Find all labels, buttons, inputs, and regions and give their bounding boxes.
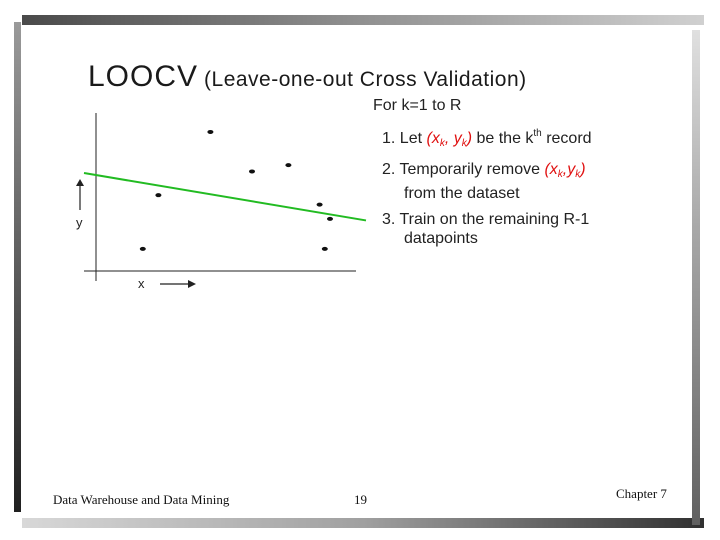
footer-page-number: 19 [354,492,367,507]
step-1-num: 1. [382,130,396,147]
step-1-sup: th [533,128,542,139]
title-sub: (Leave-one-out Cross Validation) [204,68,527,91]
slide-title: LOOCV (Leave-one-out Cross Validation) [88,60,527,94]
data-point [139,246,146,251]
frame-bottom-bar [22,518,704,528]
step-2-pair: (xk,yk) [544,161,586,180]
step-1-record: record [541,130,592,147]
data-point [155,193,162,198]
data-point [207,129,214,134]
step-3-text: Train on the remaining R-1 [399,211,590,228]
step-2-text: Temporarily remove [399,161,545,178]
fit-line [83,172,367,222]
data-point [249,169,255,174]
frame-right-bar [692,30,700,525]
data-point [316,202,323,207]
data-point [327,216,333,221]
step-2-cont: from the dataset [404,185,520,202]
data-point [285,163,292,168]
x-axis-label: x [138,276,145,291]
step-1: 1. Let (xk, yk) be the kth record [382,124,592,153]
y-axis-label: y [76,215,83,230]
footer-course: Data Warehouse and Data Mining [53,492,230,507]
step-3-cont: datapoints [404,230,478,247]
step-1-pair: (xk, yk) [426,130,473,149]
x-arrow-head [188,280,196,288]
step-1-text: be the k [472,130,534,147]
loop-header: For k=1 to R [373,97,462,114]
frame-left-bar [14,22,21,512]
step-3: 3. Train on the remaining R-1 datapoints [382,210,592,248]
step-2-num: 2. [382,161,396,178]
footer-chapter: Chapter 7 [616,486,667,501]
steps-list: 1. Let (xk, yk) be the kth record 2. Tem… [382,124,592,255]
step-1-let: Let [399,130,427,147]
data-point [321,246,328,251]
step-2: 2. Temporarily remove (xk,yk) from the d… [382,160,592,203]
frame-top-bar [22,15,704,25]
title-main: LOOCV [88,60,199,93]
y-arrow-head [76,179,84,186]
step-3-num: 3. [382,211,396,228]
